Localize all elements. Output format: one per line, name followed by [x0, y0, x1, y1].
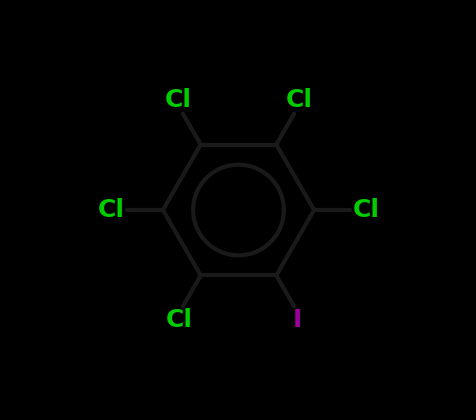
Text: I: I	[292, 308, 301, 332]
Text: Cl: Cl	[166, 308, 193, 332]
Text: Cl: Cl	[164, 88, 191, 112]
Text: Cl: Cl	[98, 198, 125, 222]
Text: Cl: Cl	[285, 88, 312, 112]
Text: Cl: Cl	[351, 198, 378, 222]
